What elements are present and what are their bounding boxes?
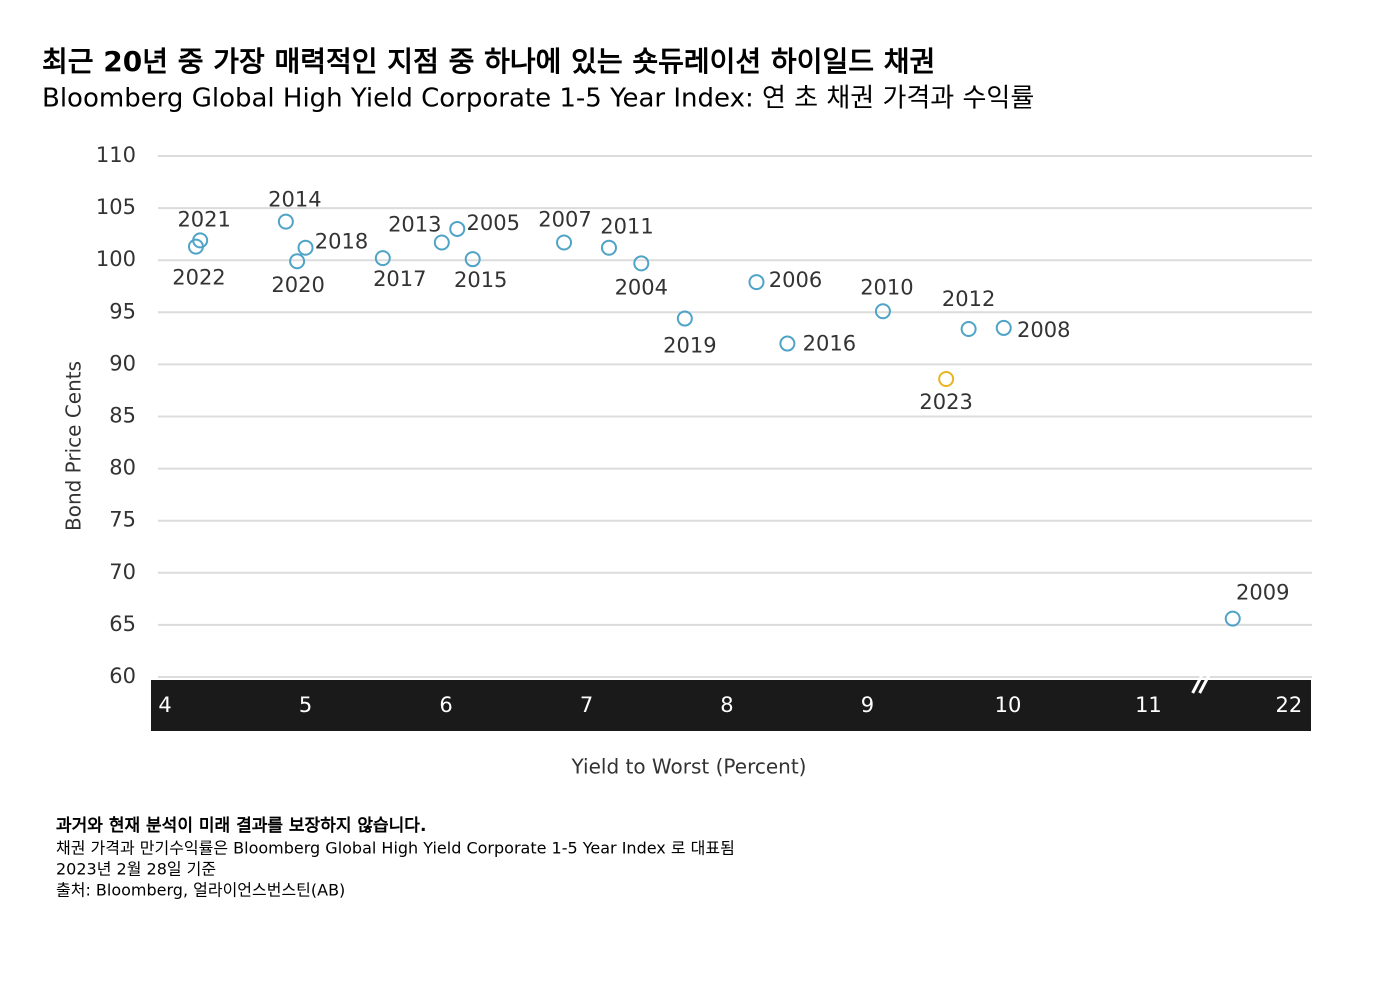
point-label: 2023 [919, 390, 972, 414]
point [874, 303, 891, 320]
point-label: 2013 [388, 212, 441, 236]
y-tick-label: 60 [109, 664, 136, 688]
note: 과거와 현재 분석이 미래 결과를 보장하지 않습니다. [56, 816, 426, 836]
point [433, 234, 450, 251]
point-label: 2017 [373, 267, 426, 291]
y-tick-label: 95 [109, 299, 136, 323]
x-tick-label: 6 [439, 693, 452, 717]
point [676, 310, 693, 327]
point-label: 2012 [942, 287, 995, 311]
point [289, 253, 306, 270]
x-tick-label: 11 [1135, 693, 1162, 717]
point [187, 238, 204, 255]
y-tick-label: 80 [109, 456, 136, 480]
point-label: 2008 [1017, 318, 1070, 342]
point [960, 320, 977, 337]
y-tick-label: 110 [96, 143, 136, 167]
point-label: 2006 [769, 268, 822, 292]
x-tick-label: 5 [299, 693, 312, 717]
point-label: 2014 [268, 188, 321, 212]
y-tick-label: 65 [109, 612, 136, 636]
point-label: 2015 [454, 268, 507, 292]
point-label: 2016 [803, 332, 856, 356]
x-tick-label: 4 [158, 693, 171, 717]
note: 출처: Bloomberg, 얼라이언스번스틴(AB) [56, 881, 345, 900]
point-label: 2004 [615, 275, 668, 299]
point [374, 250, 391, 267]
point-label: 2021 [177, 207, 230, 231]
point-label: 2019 [663, 334, 716, 358]
x-tick-label: 10 [995, 693, 1022, 717]
point [995, 319, 1012, 336]
point [277, 213, 294, 230]
y-tick-label: 75 [109, 508, 136, 532]
x-tick-label: 22 [1276, 693, 1303, 717]
note: 2023년 2월 28일 기준 [56, 860, 216, 879]
point [938, 370, 955, 387]
point-label: 2018 [315, 230, 368, 254]
point [297, 239, 314, 256]
note: 채권 가격과 만기수익률은 Bloomberg Global High Yiel… [56, 839, 735, 858]
point [600, 239, 617, 256]
y-tick-label: 90 [109, 351, 136, 375]
point [748, 274, 765, 291]
point-label: 2011 [600, 215, 653, 239]
axis-break [1191, 669, 1206, 694]
point-label: 2010 [860, 275, 913, 299]
x-axis-band [151, 680, 1311, 731]
point-label: 2005 [467, 211, 520, 235]
y-tick-label: 70 [109, 560, 136, 584]
axis-break [1198, 669, 1213, 694]
x-tick-label: 9 [861, 693, 874, 717]
point-label: 2009 [1236, 581, 1289, 605]
y-axis-label: Bond Price Cents [62, 361, 86, 531]
point [449, 220, 466, 237]
x-tick-label: 8 [720, 693, 733, 717]
y-tick-label: 100 [96, 247, 136, 271]
point [1224, 610, 1241, 627]
x-tick-label: 7 [580, 693, 593, 717]
y-tick-label: 105 [96, 195, 136, 219]
point-label: 2007 [538, 207, 591, 231]
y-tick-label: 85 [109, 404, 136, 428]
x-axis-label: Yield to Worst (Percent) [571, 755, 807, 779]
point-label: 2020 [271, 273, 324, 297]
point [779, 335, 796, 352]
chart-subtitle: Bloomberg Global High Yield Corporate 1-… [42, 84, 1034, 114]
point-label: 2022 [172, 266, 225, 290]
point [464, 251, 481, 268]
point [633, 255, 650, 272]
chart-title: 최근 20년 중 가장 매력적인 지점 중 하나에 있는 숏듀레이션 하이일드 … [42, 45, 935, 78]
point [556, 234, 573, 251]
